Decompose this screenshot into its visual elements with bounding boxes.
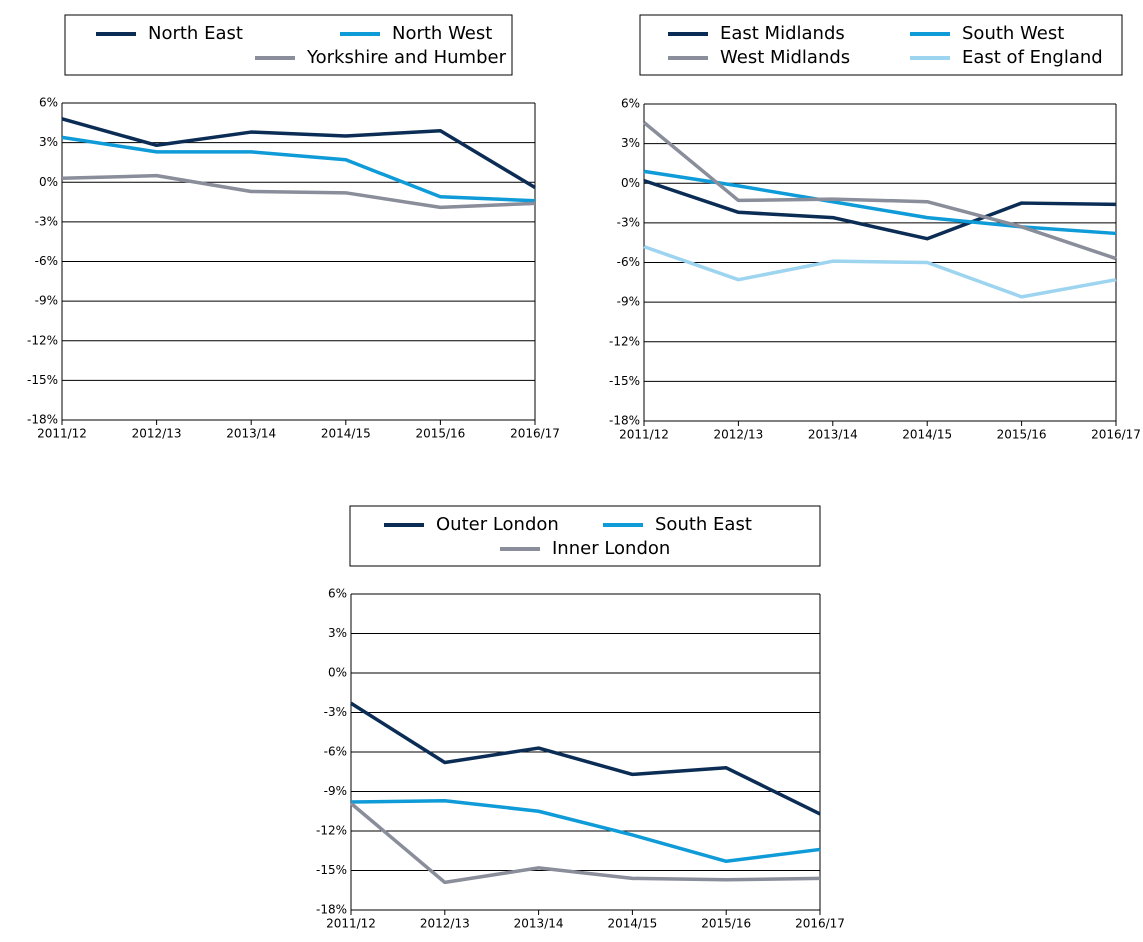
x-tick-label: 2014/15 bbox=[607, 917, 657, 931]
y-tick-label: -12% bbox=[609, 334, 640, 348]
series-line bbox=[643, 244, 1117, 299]
legend-box bbox=[349, 505, 821, 567]
y-tick-label: 3% bbox=[328, 626, 347, 640]
y-tick-label: 6% bbox=[39, 96, 58, 110]
legend-label: South West bbox=[962, 23, 1064, 44]
y-tick-label: -6% bbox=[324, 745, 347, 759]
y-tick-label: 3% bbox=[39, 135, 58, 149]
y-tick-label: 0% bbox=[621, 176, 640, 190]
legend-label: West Midlands bbox=[720, 47, 850, 68]
y-tick-label: -18% bbox=[27, 413, 58, 427]
series-line bbox=[61, 135, 536, 203]
x-tick-label: 2012/13 bbox=[713, 428, 763, 442]
series-line bbox=[350, 701, 821, 816]
series-line bbox=[61, 173, 536, 210]
x-tick-label: 2012/13 bbox=[420, 917, 470, 931]
legend-label: Inner London bbox=[552, 538, 670, 559]
y-tick-label: -12% bbox=[27, 333, 58, 347]
series-line bbox=[642, 121, 1117, 261]
x-tick-label: 2011/12 bbox=[619, 428, 669, 442]
y-tick-label: -15% bbox=[609, 374, 640, 388]
y-tick-label: -9% bbox=[617, 295, 640, 309]
y-tick-label: 3% bbox=[621, 136, 640, 150]
y-tick-label: -6% bbox=[617, 255, 640, 269]
x-tick-label: 2014/15 bbox=[902, 428, 952, 442]
x-tick-label: 2014/15 bbox=[321, 427, 371, 441]
y-tick-label: 0% bbox=[328, 666, 347, 680]
y-tick-label: -15% bbox=[316, 863, 347, 877]
y-tick-label: -12% bbox=[316, 824, 347, 838]
x-tick-label: 2011/12 bbox=[326, 917, 376, 931]
x-tick-label: 2015/16 bbox=[701, 917, 751, 931]
legend-label: South East bbox=[655, 514, 752, 535]
legend-label: East Midlands bbox=[720, 23, 845, 44]
x-tick-label: 2015/16 bbox=[997, 428, 1047, 442]
x-tick-label: 2013/14 bbox=[226, 427, 276, 441]
y-tick-label: -18% bbox=[316, 903, 347, 917]
y-tick-label: 6% bbox=[328, 587, 347, 601]
legend-label: North East bbox=[148, 23, 243, 44]
y-tick-label: -3% bbox=[324, 705, 347, 719]
series-line bbox=[643, 178, 1117, 241]
legend-label: East of England bbox=[962, 47, 1103, 68]
y-tick-label: -9% bbox=[324, 784, 347, 798]
x-tick-label: 2016/17 bbox=[510, 427, 560, 441]
series-line bbox=[350, 798, 821, 864]
series-line bbox=[643, 169, 1117, 236]
y-tick-label: 0% bbox=[39, 175, 58, 189]
x-tick-label: 2013/14 bbox=[808, 428, 858, 442]
x-tick-label: 2016/17 bbox=[795, 917, 845, 931]
y-tick-label: -3% bbox=[617, 215, 640, 229]
x-tick-label: 2016/17 bbox=[1091, 428, 1141, 442]
y-tick-label: -18% bbox=[609, 414, 640, 428]
y-tick-label: -9% bbox=[35, 294, 58, 308]
x-tick-label: 2013/14 bbox=[514, 917, 564, 931]
y-tick-label: -15% bbox=[27, 373, 58, 387]
legend-label: Yorkshire and Humber bbox=[306, 47, 507, 68]
legend-box bbox=[64, 14, 513, 76]
series-line bbox=[349, 802, 821, 885]
y-tick-label: -3% bbox=[35, 214, 58, 228]
legend-box bbox=[639, 14, 1123, 76]
x-tick-label: 2015/16 bbox=[415, 427, 465, 441]
series-line bbox=[61, 117, 536, 190]
x-tick-label: 2011/12 bbox=[37, 427, 87, 441]
y-tick-label: -6% bbox=[35, 254, 58, 268]
x-tick-label: 2012/13 bbox=[132, 427, 182, 441]
legend-label: Outer London bbox=[436, 514, 559, 535]
legend-label: North West bbox=[392, 23, 492, 44]
y-tick-label: 6% bbox=[621, 97, 640, 111]
